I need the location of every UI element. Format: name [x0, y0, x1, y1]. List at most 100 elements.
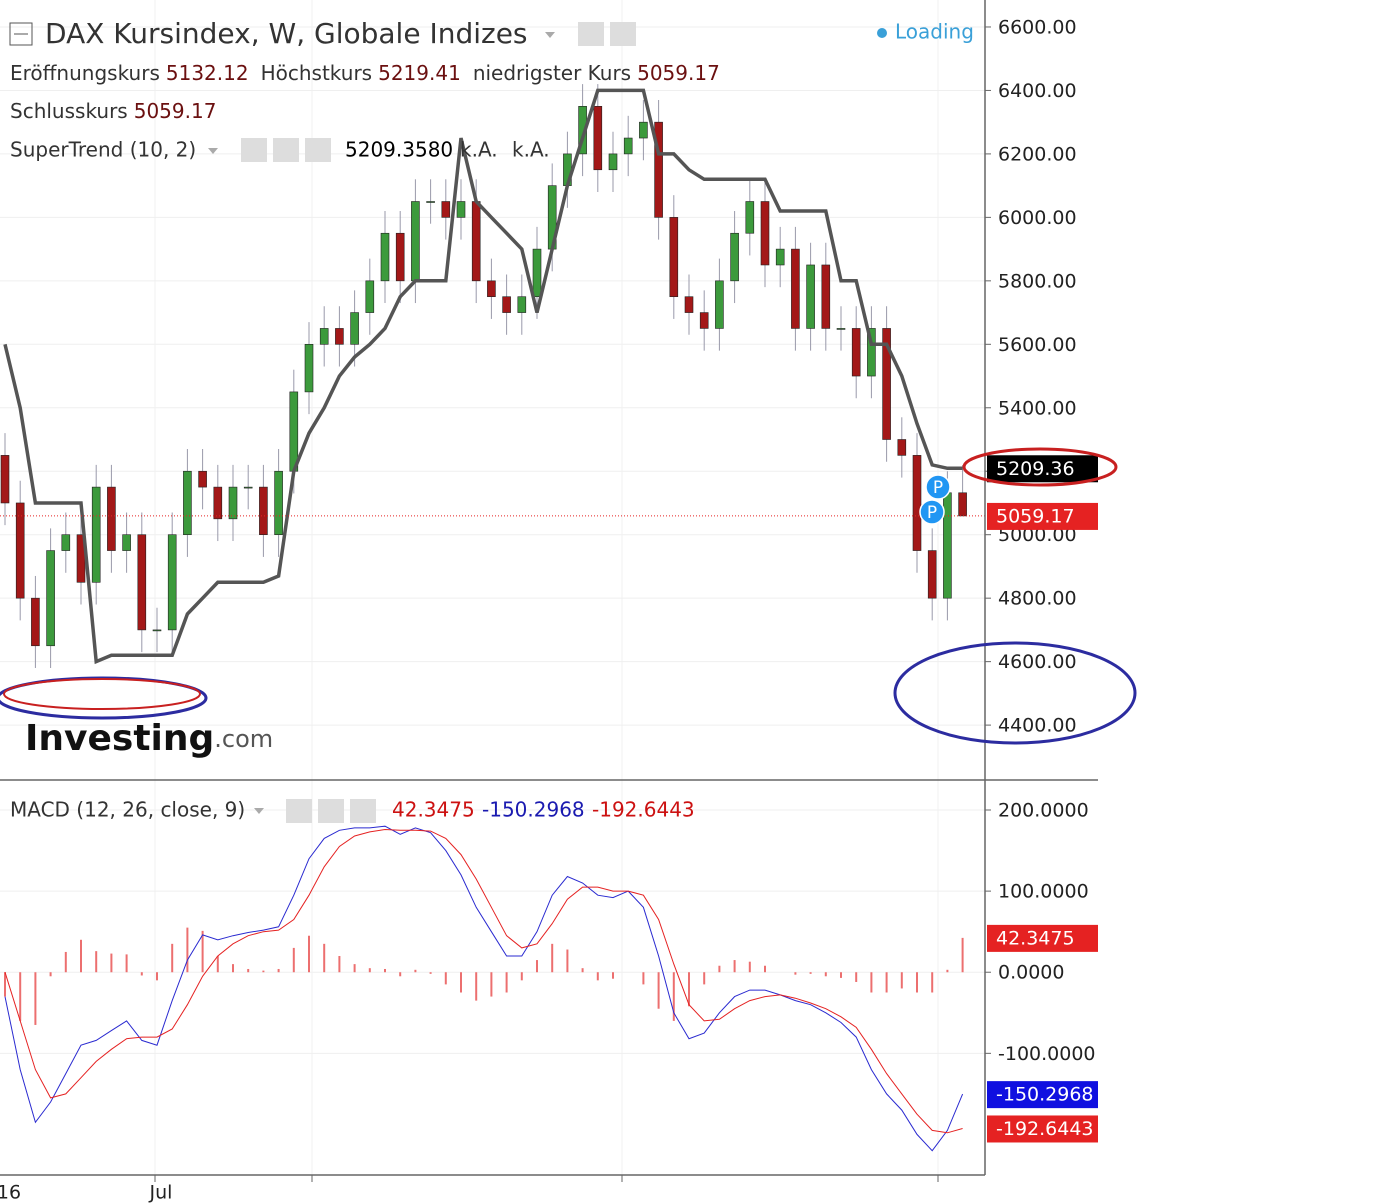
value: 5132.12 — [166, 61, 249, 85]
value: 5219.41 — [378, 61, 461, 85]
candle-body — [91, 486, 101, 583]
candle-body — [107, 486, 116, 551]
y-tick-label: 200.0000 — [998, 800, 1089, 822]
candle-body — [517, 296, 527, 313]
candle-body — [471, 201, 481, 282]
candle-body — [791, 248, 800, 329]
indicator-name: SuperTrend (10, 2) — [10, 138, 196, 162]
watermark-brand: Investing — [25, 718, 214, 759]
candle-body — [122, 534, 131, 551]
legend: DAX Kursindex, W, Globale Indizes Loadin… — [9, 17, 974, 823]
candle-body — [775, 248, 785, 266]
candle-body — [274, 470, 283, 536]
candle-body — [958, 492, 967, 517]
candle-body — [867, 328, 876, 377]
candle-body — [243, 486, 253, 489]
status-dot — [877, 28, 887, 38]
candle-body — [289, 391, 299, 472]
indicator-value: -150.2968 — [482, 798, 585, 822]
candle-body — [441, 201, 451, 218]
eye-icon[interactable] — [286, 799, 312, 823]
macd-line — [4, 825, 964, 1152]
candle-body — [532, 248, 542, 298]
value: 5059.17 — [134, 99, 217, 123]
plot: 4400.004600.004800.005000.005200.005400.… — [0, 16, 1098, 1204]
supertrend-price-label-box — [987, 455, 1098, 483]
dropdown[interactable] — [254, 808, 264, 814]
close-icon[interactable] — [305, 138, 331, 162]
frame — [0, 0, 1098, 1182]
candle-body — [912, 455, 922, 551]
eye-icon[interactable] — [241, 138, 267, 162]
supertrend-line — [3, 88, 963, 665]
series-value-label-box — [987, 1115, 1098, 1143]
candle-body — [730, 232, 739, 282]
y-tick-label: 4400.00 — [998, 715, 1077, 737]
candle-body — [395, 232, 405, 282]
eye-icon[interactable] — [578, 22, 604, 46]
indicator-value: -192.6443 — [592, 798, 695, 822]
candle-body — [350, 312, 359, 345]
label: Höchstkurs — [261, 61, 373, 85]
candle-body — [46, 550, 55, 647]
series-value-label: -192.6443 — [996, 1118, 1094, 1140]
macd-line — [4, 828, 963, 1134]
close-icon[interactable] — [350, 799, 376, 823]
candle-body — [228, 486, 238, 520]
candle-body — [31, 597, 40, 647]
indicator-value: 5209.3580 — [345, 138, 453, 162]
y-tick-label: 4600.00 — [998, 651, 1077, 673]
y-tick-label: 5400.00 — [998, 397, 1077, 419]
candle-body — [760, 201, 770, 266]
candle-body — [183, 470, 192, 536]
candle-body — [456, 201, 466, 218]
candle-body — [365, 280, 375, 313]
series-value-label-box — [987, 1081, 1098, 1109]
candle-body — [304, 344, 314, 393]
indicator-value: 42.3475 — [392, 798, 475, 822]
candle-body — [380, 232, 390, 282]
label: Schlusskurs — [10, 99, 128, 123]
y-tick-label: 6400.00 — [998, 80, 1077, 102]
candle-body — [821, 264, 831, 329]
watermark-domain: .com — [214, 725, 273, 753]
candle-body — [198, 470, 207, 488]
y-tick-label: 6600.00 — [998, 16, 1077, 38]
y-tick-label: 6200.00 — [998, 143, 1077, 165]
value: 5059.17 — [637, 61, 720, 85]
candle-body — [851, 328, 861, 377]
candle-body — [61, 534, 71, 551]
y-tick-label: 0.0000 — [998, 962, 1064, 984]
highlight-ellipse — [893, 641, 1137, 745]
close-price-label-box — [987, 502, 1098, 530]
histogram-value-label: 42.3475 — [996, 927, 1075, 949]
label: niedrigster Kurs — [473, 61, 631, 85]
dropdown[interactable] — [208, 148, 218, 154]
highlight-ellipse — [962, 447, 1118, 487]
candle-body — [699, 312, 709, 329]
candle-body — [608, 153, 618, 171]
candle-body — [806, 264, 815, 329]
candle-body — [745, 201, 755, 234]
candle-body — [623, 137, 633, 155]
settings-icon[interactable] — [610, 22, 636, 46]
label: Eröffnungskurs — [10, 61, 160, 85]
settings-icon[interactable] — [273, 138, 299, 162]
candle-body — [654, 121, 663, 218]
histogram-value-label-box — [987, 924, 1098, 952]
close-price-label: 5059.17 — [996, 505, 1075, 527]
watermark: Investing.com — [25, 718, 273, 759]
candle-body — [836, 328, 846, 330]
candle-body — [426, 201, 435, 203]
settings-icon[interactable] — [318, 799, 344, 823]
layout — [154, 0, 939, 1175]
dropdown[interactable] — [545, 32, 555, 38]
collapse-icon[interactable] — [9, 22, 33, 46]
x-tick-label: Jul — [149, 1182, 173, 1204]
indicator-name: MACD (12, 26, close, 9) — [10, 798, 245, 822]
candle-body — [684, 296, 694, 313]
y-tick-label: 100.0000 — [998, 881, 1089, 903]
candle-body — [927, 550, 937, 599]
